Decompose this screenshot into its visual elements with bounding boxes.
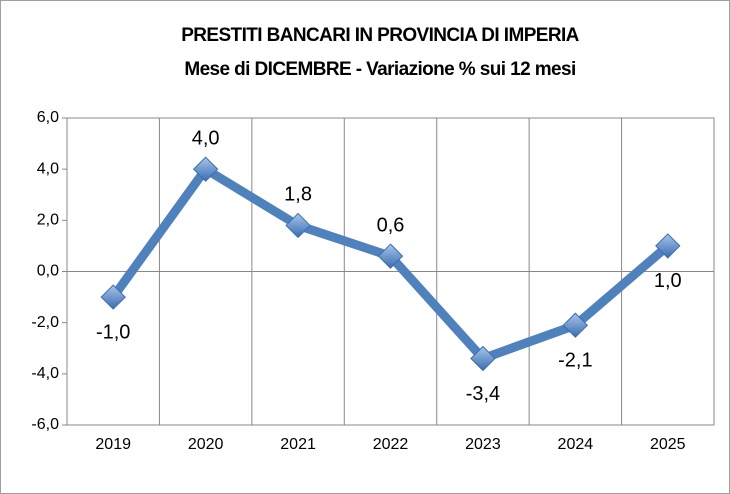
x-tick-label: 2021: [280, 436, 316, 453]
y-tick-label: 4,0: [37, 160, 59, 177]
x-tick-label: 2024: [558, 436, 594, 453]
y-tick-label: 0,0: [37, 263, 59, 280]
x-tick-label: 2023: [465, 436, 501, 453]
chart-title: PRESTITI BANCARI IN PROVINCIA DI IMPERIA: [181, 25, 579, 46]
data-point: [562, 312, 589, 338]
data-point: [285, 212, 311, 239]
data-label: -1,0: [96, 321, 130, 343]
data-label: 0,6: [377, 214, 405, 236]
y-tick-label: 2,0: [37, 212, 59, 229]
y-tick-label: -4,0: [31, 365, 59, 382]
data-label: 1,8: [284, 184, 312, 206]
x-tick-label: 2025: [650, 436, 686, 453]
y-tick-label: -6,0: [31, 416, 59, 433]
data-point: [377, 243, 404, 269]
data-label: -3,4: [466, 383, 500, 405]
chart-subtitle: Mese di DICEMBRE - Variazione % sui 12 m…: [184, 59, 575, 80]
data-point: [655, 233, 681, 259]
x-tick-label: 2020: [188, 436, 224, 453]
data-label: -2,1: [558, 350, 592, 372]
y-tick-label: 6,0: [37, 109, 59, 126]
data-point: [470, 345, 496, 372]
data-point: [192, 156, 219, 182]
data-point: [100, 284, 126, 310]
data-label: 1,0: [654, 270, 682, 292]
data-label: 4,0: [192, 127, 220, 149]
y-tick-label: -2,0: [31, 314, 59, 331]
x-tick-label: 2019: [95, 436, 131, 453]
x-tick-label: 2022: [373, 436, 409, 453]
